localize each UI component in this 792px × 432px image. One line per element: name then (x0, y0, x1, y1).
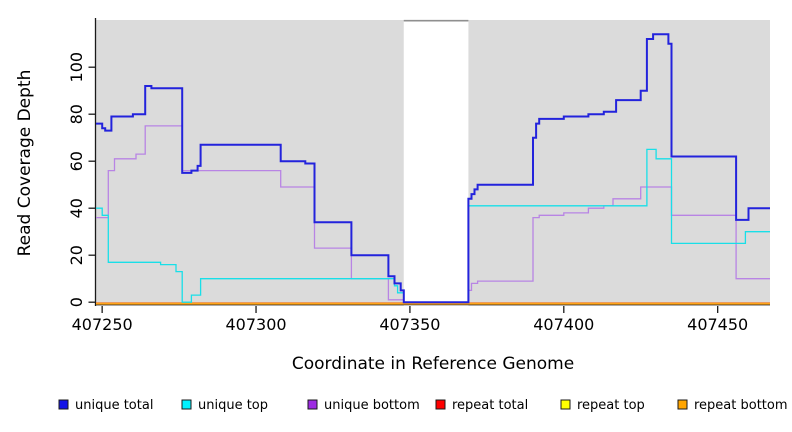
y-tick-label: 20 (67, 245, 86, 265)
x-tick-label: 407250 (72, 315, 133, 334)
legend-label: unique total (75, 398, 153, 413)
y-tick-label: 40 (67, 198, 86, 218)
legend-label: unique top (198, 398, 268, 413)
legend-label: repeat top (577, 398, 645, 413)
legend-swatch (677, 399, 688, 410)
y-tick-label: 60 (67, 151, 86, 171)
legend-item: unique top (181, 398, 268, 413)
legend-item: unique total (58, 398, 153, 413)
legend-label: unique bottom (324, 398, 420, 413)
legend-swatch (307, 399, 318, 410)
y-tick-label: 100 (67, 52, 86, 83)
legend-item: unique bottom (307, 398, 420, 413)
series-unique-bottom (96, 125, 770, 303)
series-unique-total (96, 33, 770, 304)
x-tick-label: 407300 (225, 315, 286, 334)
x-tick-label: 407350 (379, 315, 440, 334)
plot-layer: 0 20 40 60 80 100 407250 407300 407350 407400 4074… (67, 18, 770, 334)
legend-label: repeat total (452, 398, 528, 413)
legend-item: repeat total (435, 398, 528, 413)
y-tick-label: 0 (67, 297, 86, 307)
y-tick-label: 80 (67, 104, 86, 124)
legend-swatch (560, 399, 571, 410)
y-axis-title: Read Coverage Depth (15, 70, 35, 257)
x-tick-label: 407400 (533, 315, 594, 334)
legend-item: repeat top (560, 398, 645, 413)
legend: unique total unique top unique bottom repea… (58, 398, 788, 413)
legend-swatch (435, 399, 446, 410)
legend-swatch (181, 399, 192, 410)
x-axis-title: Coordinate in Reference Genome (292, 354, 574, 374)
legend-label: repeat bottom (694, 398, 788, 413)
legend-item: repeat bottom (677, 398, 788, 413)
x-tick-label: 407450 (687, 315, 748, 334)
legend-swatch (58, 399, 69, 410)
masked-region (403, 21, 469, 306)
